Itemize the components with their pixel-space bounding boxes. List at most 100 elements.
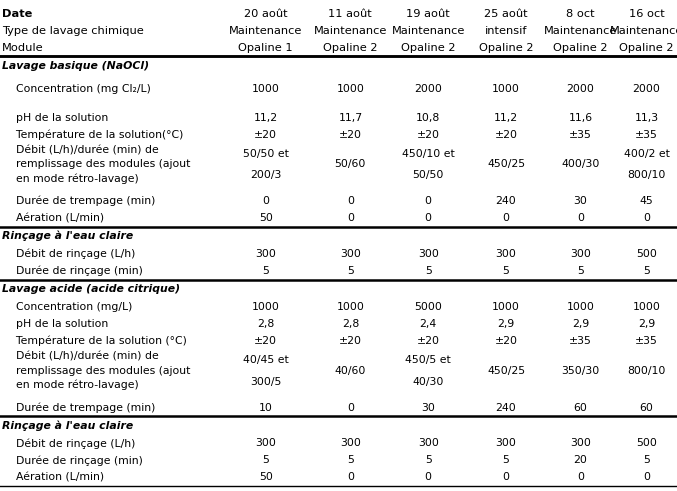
Text: 5: 5 — [643, 266, 650, 276]
Text: remplissage des modules (ajout: remplissage des modules (ajout — [2, 160, 190, 169]
Text: 1000: 1000 — [336, 302, 364, 312]
Text: 40/60: 40/60 — [334, 366, 366, 376]
Text: ±20: ±20 — [339, 130, 362, 139]
Text: 300: 300 — [340, 438, 361, 448]
Text: Durée de rinçage (min): Durée de rinçage (min) — [2, 266, 143, 276]
Text: 0: 0 — [424, 213, 432, 223]
Text: 5: 5 — [347, 266, 354, 276]
Text: 50: 50 — [259, 213, 273, 223]
Text: 300/5: 300/5 — [250, 377, 282, 386]
Text: Maintenance: Maintenance — [391, 26, 465, 35]
Text: 5000: 5000 — [414, 302, 442, 312]
Text: 10: 10 — [259, 403, 273, 412]
Text: Opaline 1: Opaline 1 — [238, 43, 293, 53]
Text: 11,2: 11,2 — [494, 112, 518, 123]
Text: pH de la solution: pH de la solution — [2, 319, 108, 329]
Text: Lavage basique (NaOCl): Lavage basique (NaOCl) — [2, 60, 149, 71]
Text: Rinçage à l'eau claire: Rinçage à l'eau claire — [2, 231, 133, 242]
Text: 0: 0 — [347, 213, 354, 223]
Text: 300: 300 — [418, 249, 439, 259]
Text: ±35: ±35 — [635, 130, 658, 139]
Text: 60: 60 — [640, 403, 653, 412]
Text: 200/3: 200/3 — [250, 170, 282, 180]
Text: 1000: 1000 — [567, 302, 594, 312]
Text: 1000: 1000 — [492, 302, 520, 312]
Text: Maintenance: Maintenance — [229, 26, 303, 35]
Text: 300: 300 — [496, 249, 517, 259]
Text: 2,4: 2,4 — [420, 319, 437, 329]
Text: 2,9: 2,9 — [638, 319, 655, 329]
Text: 0: 0 — [347, 403, 354, 412]
Text: 2000: 2000 — [567, 83, 594, 94]
Text: 500: 500 — [636, 438, 657, 448]
Text: 20 août: 20 août — [244, 8, 288, 19]
Text: 50/50: 50/50 — [412, 170, 444, 180]
Text: 0: 0 — [643, 213, 650, 223]
Text: Débit (L/h)/durée (min) de: Débit (L/h)/durée (min) de — [2, 352, 158, 362]
Text: 350/30: 350/30 — [561, 366, 600, 376]
Text: Opaline 2: Opaline 2 — [323, 43, 378, 53]
Text: 16 oct: 16 oct — [629, 8, 664, 19]
Text: Maintenance: Maintenance — [610, 26, 677, 35]
Text: Maintenance: Maintenance — [313, 26, 387, 35]
Text: 0: 0 — [424, 196, 432, 206]
Text: ±20: ±20 — [339, 336, 362, 346]
Text: ±20: ±20 — [255, 336, 277, 346]
Text: 30: 30 — [421, 403, 435, 412]
Text: 450/5 et: 450/5 et — [406, 355, 451, 365]
Text: 240: 240 — [496, 403, 517, 412]
Text: 2,9: 2,9 — [498, 319, 515, 329]
Text: Lavage acide (acide citrique): Lavage acide (acide citrique) — [2, 284, 180, 294]
Text: 11 août: 11 août — [328, 8, 372, 19]
Text: 1000: 1000 — [252, 302, 280, 312]
Text: Rinçage à l'eau claire: Rinçage à l'eau claire — [2, 420, 133, 431]
Text: 11,3: 11,3 — [634, 112, 659, 123]
Text: 5: 5 — [347, 456, 354, 465]
Text: Type de lavage chimique: Type de lavage chimique — [2, 26, 144, 35]
Text: 5: 5 — [502, 456, 510, 465]
Text: 10,8: 10,8 — [416, 112, 440, 123]
Text: 2,8: 2,8 — [342, 319, 359, 329]
Text: Concentration (mg/L): Concentration (mg/L) — [2, 302, 133, 312]
Text: 2,9: 2,9 — [572, 319, 589, 329]
Text: Débit (L/h)/durée (min) de: Débit (L/h)/durée (min) de — [2, 145, 158, 155]
Text: 50/50 et: 50/50 et — [243, 149, 288, 159]
Text: 300: 300 — [570, 249, 591, 259]
Text: ±35: ±35 — [569, 336, 592, 346]
Text: ±20: ±20 — [255, 130, 277, 139]
Text: 20: 20 — [573, 456, 588, 465]
Text: 0: 0 — [577, 472, 584, 483]
Text: 800/10: 800/10 — [628, 366, 665, 376]
Text: 45: 45 — [640, 196, 653, 206]
Text: 0: 0 — [577, 213, 584, 223]
Text: 450/10 et: 450/10 et — [402, 149, 454, 159]
Text: Aération (L/min): Aération (L/min) — [2, 472, 104, 483]
Text: 300: 300 — [496, 438, 517, 448]
Text: ±20: ±20 — [495, 130, 517, 139]
Text: Durée de rinçage (min): Durée de rinçage (min) — [2, 455, 143, 465]
Text: 11,2: 11,2 — [254, 112, 278, 123]
Text: 5: 5 — [424, 456, 432, 465]
Text: 50: 50 — [259, 472, 273, 483]
Text: 5: 5 — [424, 266, 432, 276]
Text: Concentration (mg Cl₂/L): Concentration (mg Cl₂/L) — [2, 83, 151, 94]
Text: 800/10: 800/10 — [628, 170, 665, 180]
Text: Aération (L/min): Aération (L/min) — [2, 213, 104, 223]
Text: 0: 0 — [262, 196, 269, 206]
Text: 0: 0 — [643, 472, 650, 483]
Text: 5: 5 — [262, 456, 269, 465]
Text: ±20: ±20 — [417, 336, 439, 346]
Text: 2000: 2000 — [632, 83, 661, 94]
Text: Débit de rinçage (L/h): Débit de rinçage (L/h) — [2, 249, 135, 259]
Text: Température de la solution(°C): Température de la solution(°C) — [2, 130, 183, 140]
Text: 2000: 2000 — [414, 83, 442, 94]
Text: 1000: 1000 — [336, 83, 364, 94]
Text: 450/25: 450/25 — [487, 366, 525, 376]
Text: ±35: ±35 — [635, 336, 658, 346]
Text: 30: 30 — [573, 196, 588, 206]
Text: 60: 60 — [573, 403, 588, 412]
Text: Opaline 2: Opaline 2 — [401, 43, 456, 53]
Text: Date: Date — [2, 8, 32, 19]
Text: Température de la solution (°C): Température de la solution (°C) — [2, 336, 187, 346]
Text: 40/45 et: 40/45 et — [243, 355, 288, 365]
